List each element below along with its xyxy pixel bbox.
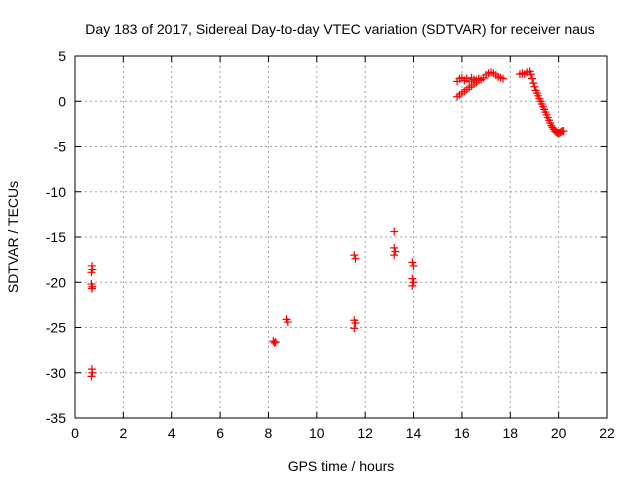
y-tick-label: -15 xyxy=(46,229,66,245)
data-point xyxy=(87,284,96,293)
data-point xyxy=(351,318,360,327)
y-tick-label: -20 xyxy=(46,274,66,290)
x-tick-label: 10 xyxy=(309,425,325,441)
x-tick-label: 20 xyxy=(551,425,567,441)
data-point xyxy=(88,368,97,377)
y-tick-label: -5 xyxy=(54,139,67,155)
data-point xyxy=(408,274,417,283)
data-point xyxy=(408,281,417,290)
x-tick-label: 8 xyxy=(265,425,273,441)
data-point xyxy=(390,243,399,252)
data-point xyxy=(499,74,508,83)
y-tick-label: -10 xyxy=(46,184,66,200)
x-tick-label: 4 xyxy=(168,425,176,441)
data-point xyxy=(408,258,417,267)
data-point xyxy=(351,254,360,263)
x-tick-label: 12 xyxy=(357,425,373,441)
y-axis-label: SDTVAR / TECUs xyxy=(5,181,21,293)
data-point xyxy=(271,337,280,346)
axis-ticks xyxy=(74,55,608,419)
x-tick-label: 18 xyxy=(502,425,518,441)
data-point xyxy=(526,70,535,79)
data-point xyxy=(559,127,568,136)
x-tick-label: 2 xyxy=(119,425,127,441)
data-point xyxy=(390,227,399,236)
y-tick-label: -30 xyxy=(46,365,66,381)
data-point xyxy=(391,247,400,256)
y-tick-label: 0 xyxy=(58,93,66,109)
data-point xyxy=(350,251,359,260)
data-series xyxy=(87,67,568,381)
data-point xyxy=(283,318,292,327)
y-tick-label: -35 xyxy=(46,410,66,426)
y-tick-label: 5 xyxy=(58,48,66,64)
x-tick-label: 16 xyxy=(454,425,470,441)
data-point xyxy=(528,74,537,83)
data-point xyxy=(350,324,359,333)
data-point xyxy=(87,372,96,381)
tick-labels: 0 2 4 6 8 10 12 14 16 18 20 22 -35 -30 -25 -20 -15 -10 -5 0… xyxy=(46,48,615,441)
x-tick-label: 14 xyxy=(406,425,422,441)
data-point xyxy=(87,268,96,277)
chart-title: Day 183 of 2017, Sidereal Day-to-day VTE… xyxy=(85,21,594,37)
data-point xyxy=(270,338,279,347)
data-point xyxy=(390,251,399,260)
x-tick-label: 6 xyxy=(216,425,224,441)
data-point xyxy=(474,76,483,85)
x-tick-label: 22 xyxy=(599,425,615,441)
x-tick-label: 0 xyxy=(71,425,79,441)
y-tick-label: -25 xyxy=(46,320,66,336)
data-point xyxy=(530,82,539,91)
data-point xyxy=(529,79,538,88)
grid xyxy=(75,56,607,418)
data-point xyxy=(409,278,418,287)
data-point xyxy=(409,261,418,270)
x-axis-label: GPS time / hours xyxy=(288,458,395,474)
